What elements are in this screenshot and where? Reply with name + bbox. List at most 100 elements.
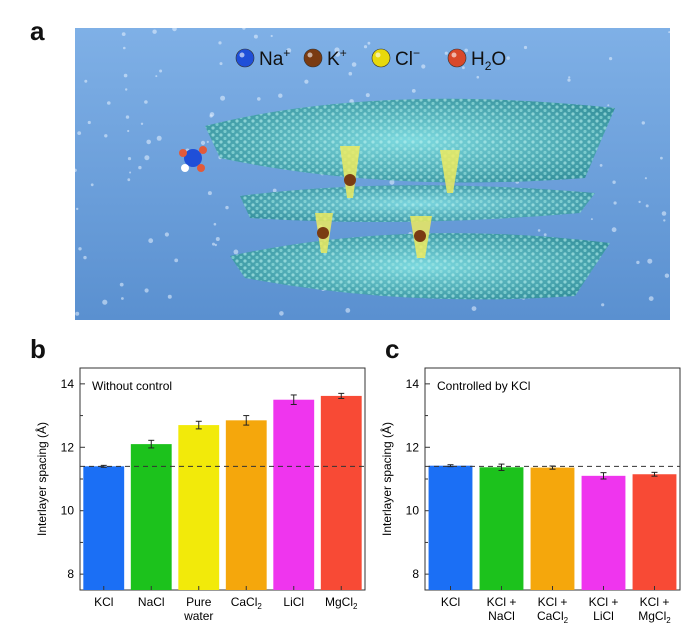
water-dot [607, 104, 610, 107]
water-dot [279, 311, 284, 316]
water-dot [138, 165, 142, 170]
water-dot [121, 297, 124, 300]
water-dot [601, 303, 605, 307]
water-dot [144, 100, 148, 104]
water-dot [543, 233, 547, 237]
bar [479, 467, 524, 590]
water-dot [636, 260, 640, 265]
water-dot [367, 41, 371, 45]
water-dot [212, 242, 215, 246]
water-dot [102, 299, 108, 305]
water-dot [121, 32, 126, 36]
hydrated-ions [179, 146, 426, 242]
water-dot [127, 129, 130, 133]
water-dot [609, 57, 613, 61]
y-tick-label: 12 [406, 440, 420, 454]
water-dot [389, 179, 395, 185]
water-dot [568, 76, 571, 79]
y-tick-label: 10 [61, 504, 75, 518]
x-tick-label: MgCl2 [325, 595, 358, 611]
water-dot [599, 164, 603, 167]
water-dot [537, 229, 541, 232]
water-dot [84, 79, 88, 83]
sodium-ion-sphere [235, 48, 255, 68]
water-dot [76, 207, 79, 211]
bar [581, 475, 626, 590]
water-dot [146, 139, 151, 145]
panel-label-b: b [30, 334, 46, 364]
water-dot [83, 255, 87, 260]
water-dot [257, 97, 261, 101]
water-dot [174, 258, 179, 263]
water-dot [219, 62, 223, 66]
graphene-sheet-middle [240, 185, 595, 222]
water-dot [209, 114, 213, 118]
x-tick-label: CaCl2 [231, 595, 263, 611]
water-dot [464, 48, 469, 53]
legend-label: Na+ [259, 46, 290, 70]
water-dot [242, 28, 246, 30]
water-dot [123, 46, 126, 50]
water-dot [348, 71, 353, 76]
water-dot [334, 51, 341, 57]
x-tick-label: KCl + LiCl [589, 595, 619, 623]
chloride-ion-sphere [371, 48, 391, 68]
water-dot [476, 75, 480, 79]
bar [632, 474, 677, 590]
legend-entry: Cl− [371, 46, 420, 70]
water-dot [363, 45, 368, 49]
water-dot [123, 73, 128, 78]
water-dot [411, 89, 416, 93]
water-dot [225, 205, 229, 210]
water-dot [365, 93, 370, 98]
water-dot [155, 75, 158, 78]
water-dot [107, 101, 111, 105]
legend-label: K+ [327, 46, 347, 70]
panel-label-a: a [30, 16, 45, 46]
water-dot [127, 157, 132, 161]
water-dot [660, 156, 663, 160]
x-tick-label: KCl [94, 595, 113, 609]
water-dot [206, 140, 209, 143]
water-dot [90, 183, 94, 187]
water-dot [334, 47, 340, 53]
water-dot [590, 218, 593, 221]
y-tick-label: 12 [61, 440, 75, 454]
water-dot [218, 41, 222, 45]
water-dot [200, 140, 206, 145]
water-dot [644, 177, 648, 180]
water-dot [75, 311, 80, 316]
water-dot [286, 48, 292, 53]
water-dot [641, 121, 645, 125]
x-tick-label: Pure water [183, 595, 213, 623]
y-axis-label: Interlayer spacing (Å) [34, 422, 49, 536]
y-tick-label: 14 [406, 377, 420, 391]
legend-entry: K+ [303, 46, 347, 70]
x-tick-label: NaCl [138, 595, 165, 609]
water-dot [462, 66, 465, 70]
water-dot [506, 56, 510, 60]
water-dot [471, 306, 477, 311]
water-dot [87, 120, 91, 125]
water-dot [523, 45, 528, 50]
water-dot [77, 131, 82, 135]
water-dot [119, 282, 124, 287]
water-dot [172, 28, 177, 32]
legend-label: Cl− [395, 46, 420, 70]
water-dot [567, 78, 571, 82]
water-dot [421, 64, 426, 69]
water-dot [664, 273, 670, 278]
water-dot [167, 294, 172, 299]
ion-legend: Na+ K+ Cl− H2O [235, 46, 506, 73]
water-dot [104, 134, 108, 138]
water-dot [207, 191, 212, 196]
water-dot [444, 51, 448, 55]
water-dot [152, 29, 157, 34]
x-tick-label: LiCl [283, 595, 304, 609]
water-dot [148, 238, 154, 244]
water-dot [215, 237, 220, 241]
water-dot [345, 308, 351, 313]
water-dot [613, 201, 617, 205]
water-dot [272, 188, 277, 193]
legend-label: H2O [471, 49, 506, 73]
